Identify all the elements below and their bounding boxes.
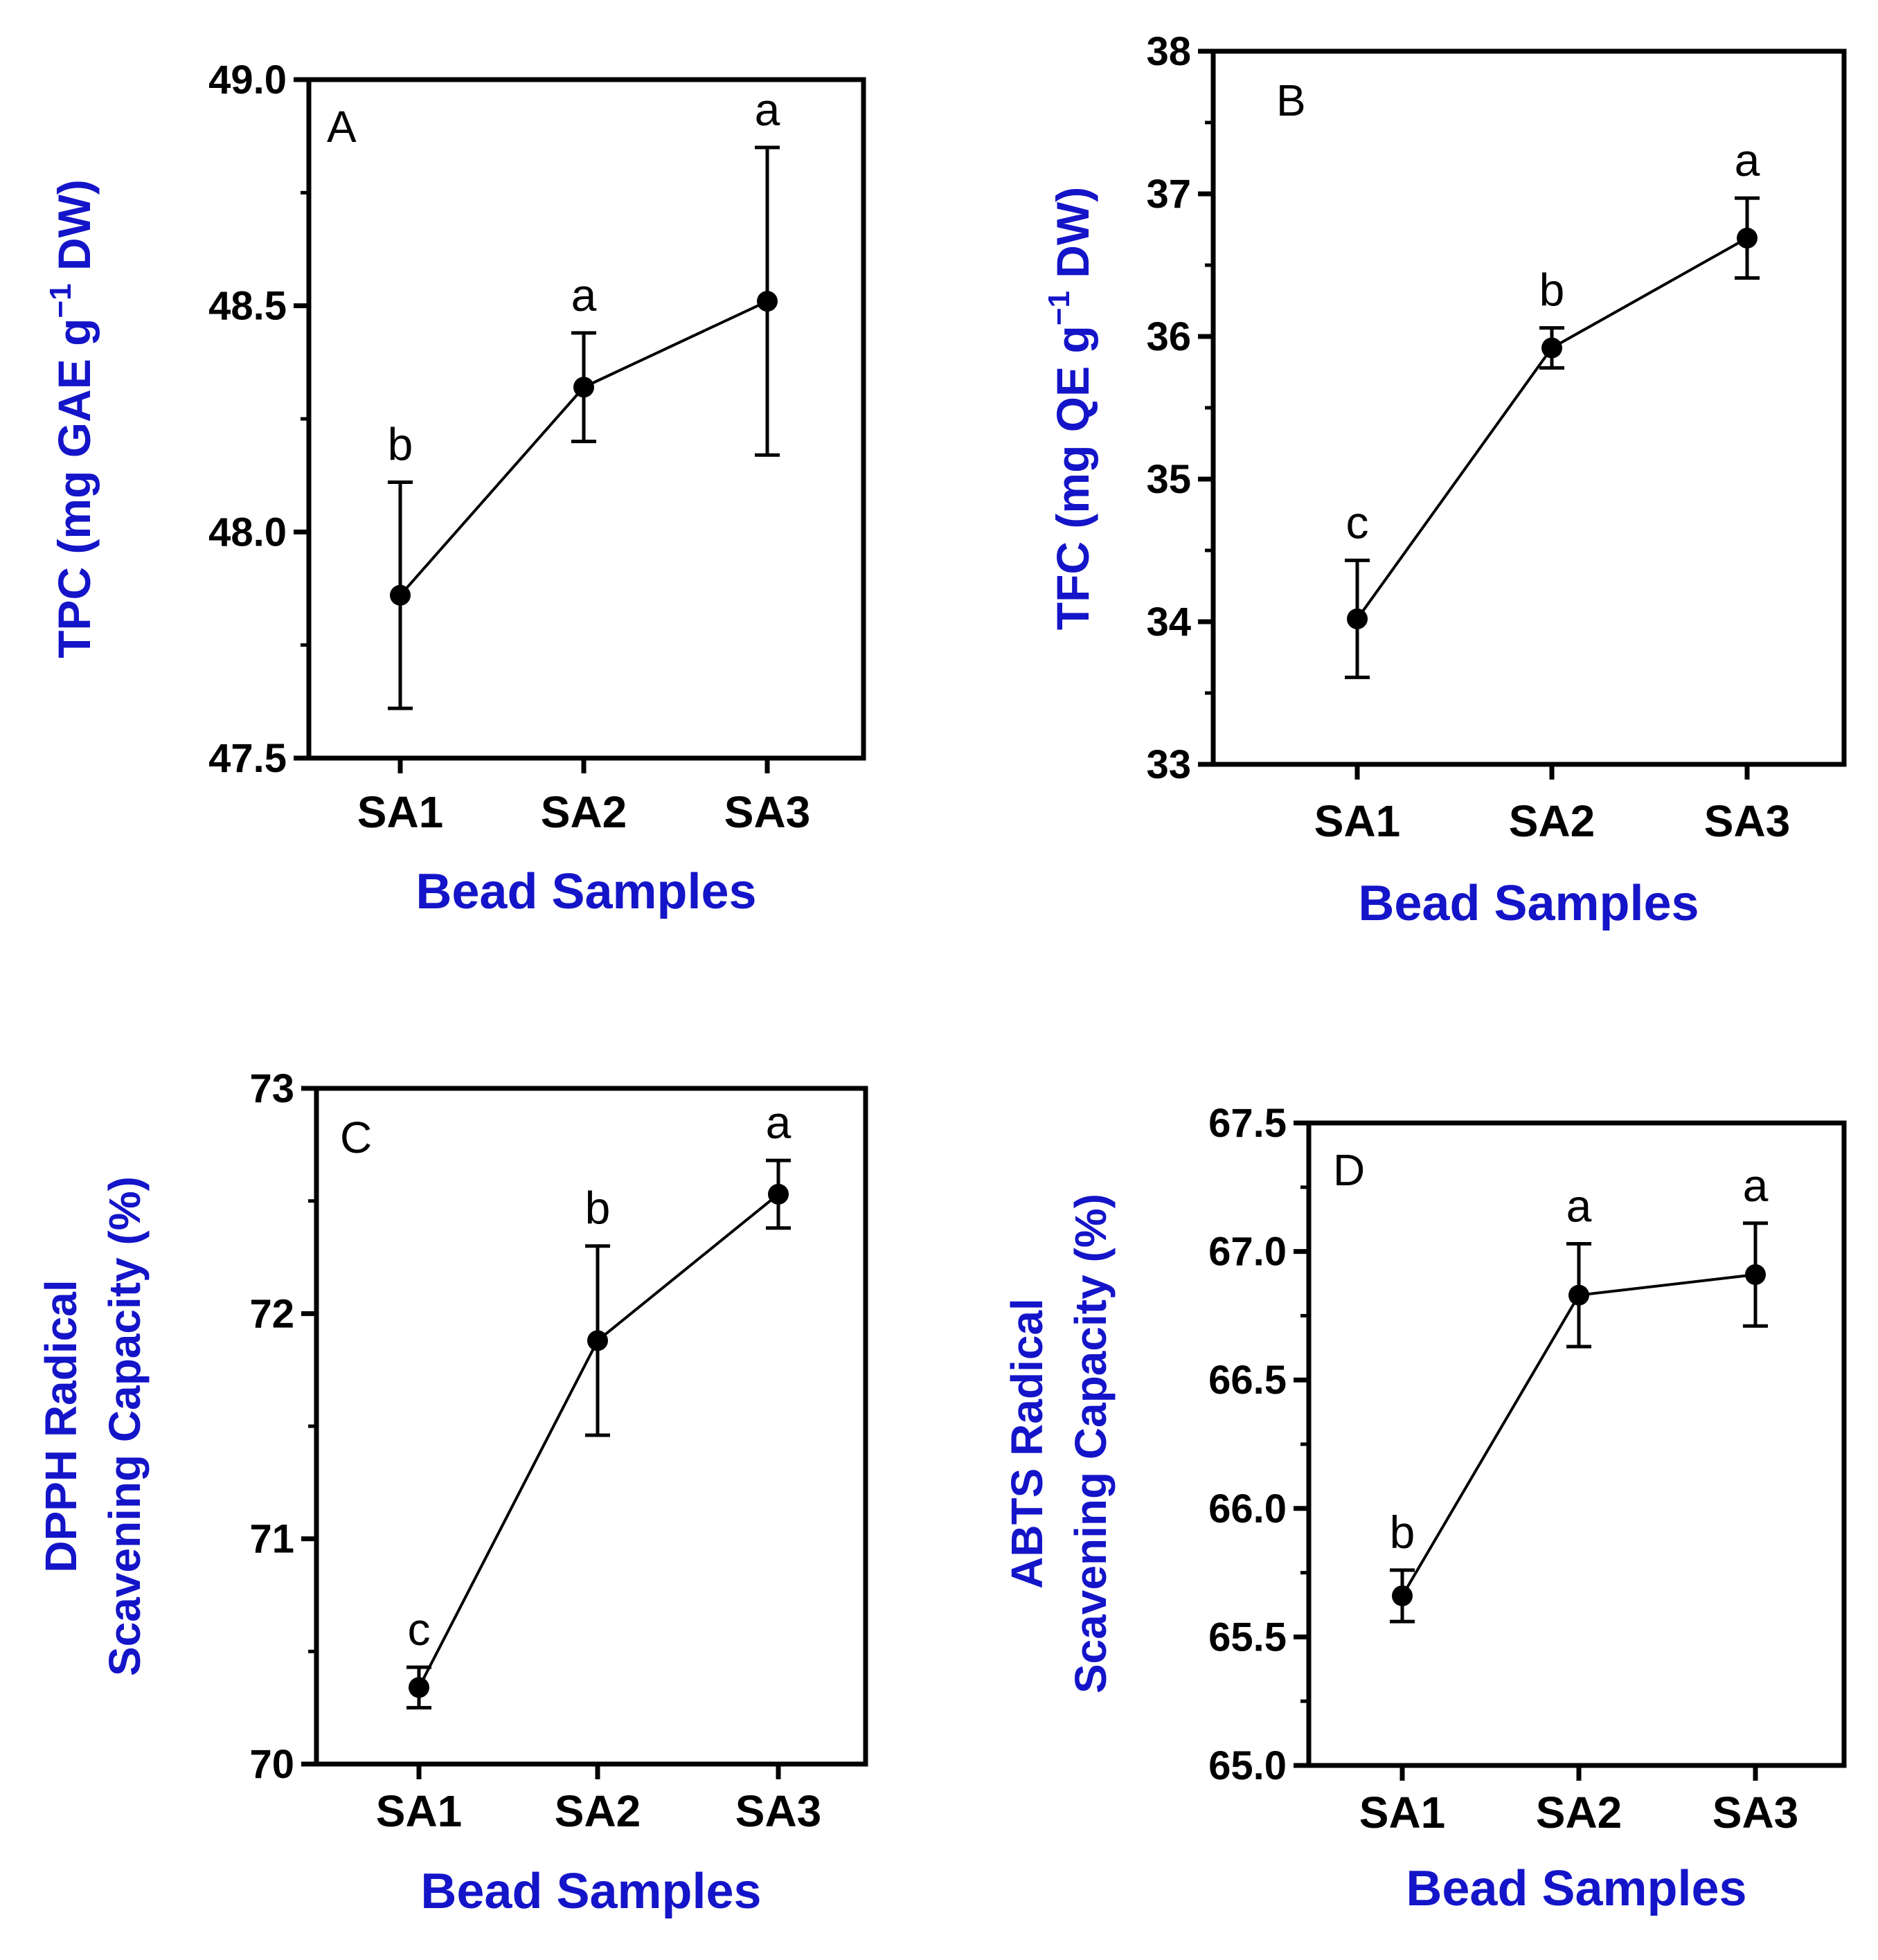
- panel-d: 65.0 65.5 66.0 66.5 67.0 67.5 SA1 SA2 SA3 b a a D Bea…: [1002, 1101, 1847, 1916]
- y-axis-title-tail: DW): [48, 179, 100, 283]
- significance-letter: b: [1539, 264, 1565, 316]
- y-axis-title-line: DPPH Radical: [36, 1279, 86, 1572]
- y-tick-label: 72: [249, 1291, 294, 1336]
- y-axis-title-superscript: −1: [44, 283, 78, 318]
- significance-letter: c: [1346, 496, 1369, 548]
- y-tick-label: 33: [1146, 742, 1191, 787]
- y-axis-title-line: Scavening Capacity (%): [1066, 1194, 1116, 1693]
- x-tick-label: SA1: [357, 787, 444, 837]
- y-axis-title-group: DPPH Radical Scavening Capacity (%): [36, 1176, 150, 1676]
- x-tick-label: SA2: [555, 1786, 641, 1836]
- data-point: [1568, 1284, 1589, 1306]
- y-tick-label: 65.0: [1208, 1743, 1287, 1788]
- y-tick-label: 49.0: [208, 57, 287, 102]
- x-tick-label: SA2: [1509, 796, 1595, 846]
- y-tick-label: 65.5: [1208, 1615, 1287, 1660]
- panel-c: 70 71 72 73 SA1 SA2 SA3 c b a C Bead Samples DPPH Ra…: [36, 1066, 868, 1919]
- y-tick-label: 34: [1146, 600, 1191, 645]
- x-axis-title: Bead Samples: [1358, 876, 1699, 931]
- significance-letter: b: [585, 1183, 611, 1234]
- panel-letter: B: [1276, 75, 1306, 125]
- x-tick-label: SA1: [1359, 1788, 1446, 1837]
- data-point: [409, 1677, 429, 1698]
- y-axis-title-group: ABTS Radical Scavening Capacity (%): [1002, 1194, 1116, 1693]
- data-point: [573, 377, 594, 398]
- x-axis-title: Bead Samples: [420, 1864, 761, 1919]
- data-point: [390, 584, 411, 606]
- x-tick-label: SA3: [1712, 1788, 1799, 1837]
- y-axis-title-line: Scavening Capacity (%): [100, 1176, 150, 1676]
- significance-letter: b: [1390, 1507, 1415, 1558]
- y-tick-label: 38: [1146, 29, 1191, 74]
- data-point: [1737, 227, 1758, 249]
- significance-letter: a: [755, 84, 780, 135]
- panel-letter: C: [340, 1113, 372, 1162]
- y-tick-label: 48.0: [208, 510, 287, 555]
- x-tick-label: SA2: [541, 787, 627, 837]
- y-tick-label: 71: [249, 1517, 294, 1562]
- panel-a: 47.5 48.0 48.5 49.0 SA1 SA2 SA3 b a a A Bead Sample…: [44, 57, 866, 919]
- y-tick-label: 47.5: [208, 736, 287, 781]
- y-axis-title-group: TFC (mg QE g−1 DW): [1042, 187, 1098, 630]
- x-tick-label: SA3: [735, 1786, 822, 1836]
- x-tick-label: SA3: [724, 787, 811, 837]
- significance-letter: a: [766, 1097, 792, 1148]
- y-axis-title-line: ABTS Radical: [1002, 1298, 1052, 1589]
- panel-b: 33 34 35 36 37 38 SA1 SA2 SA3 c b a B Bead Samples TFC…: [1042, 29, 1847, 931]
- x-tick-label: SA3: [1704, 796, 1791, 846]
- significance-letter: a: [1735, 134, 1760, 186]
- panel-letter: A: [327, 102, 357, 152]
- data-point: [1745, 1264, 1766, 1286]
- x-axis-title: Bead Samples: [415, 864, 756, 919]
- data-point: [757, 291, 778, 312]
- data-point: [587, 1330, 608, 1351]
- y-tick-label: 66.5: [1208, 1358, 1287, 1403]
- y-axis-title: TPC (mg GAE g−1 DW): [44, 179, 100, 658]
- y-tick-label: 35: [1146, 457, 1191, 502]
- x-tick-label: SA1: [1314, 796, 1401, 846]
- y-tick-label: 67.0: [1208, 1230, 1287, 1275]
- y-axis-title-group: TPC (mg GAE g−1 DW): [44, 179, 100, 658]
- significance-letter: a: [1743, 1160, 1769, 1211]
- significance-letter: a: [571, 269, 597, 321]
- data-point: [768, 1183, 789, 1205]
- y-tick-label: 73: [249, 1066, 294, 1111]
- y-tick-label: 70: [249, 1742, 294, 1787]
- data-point: [1541, 337, 1562, 359]
- y-tick-label: 48.5: [208, 284, 287, 329]
- x-tick-label: SA1: [376, 1786, 463, 1836]
- significance-letter: c: [408, 1603, 431, 1655]
- y-tick-label: 67.5: [1208, 1101, 1287, 1146]
- panel-letter: D: [1333, 1145, 1365, 1195]
- y-tick-label: 37: [1146, 172, 1191, 217]
- x-axis-title: Bead Samples: [1406, 1861, 1746, 1916]
- y-axis-title-main: TFC (mg QE g: [1047, 325, 1098, 630]
- y-axis-title-superscript: −1: [1042, 291, 1076, 325]
- x-tick-label: SA2: [1536, 1788, 1622, 1837]
- significance-letter: a: [1566, 1180, 1592, 1231]
- significance-letter: b: [388, 418, 413, 469]
- y-axis-title: TFC (mg QE g−1 DW): [1042, 187, 1098, 630]
- y-tick-label: 36: [1146, 314, 1191, 359]
- y-axis-title-tail: DW): [1047, 187, 1098, 291]
- data-point: [1347, 608, 1368, 629]
- data-point: [1392, 1585, 1413, 1607]
- y-axis-title-main: TPC (mg GAE g: [48, 318, 100, 658]
- y-tick-label: 66.0: [1208, 1486, 1287, 1531]
